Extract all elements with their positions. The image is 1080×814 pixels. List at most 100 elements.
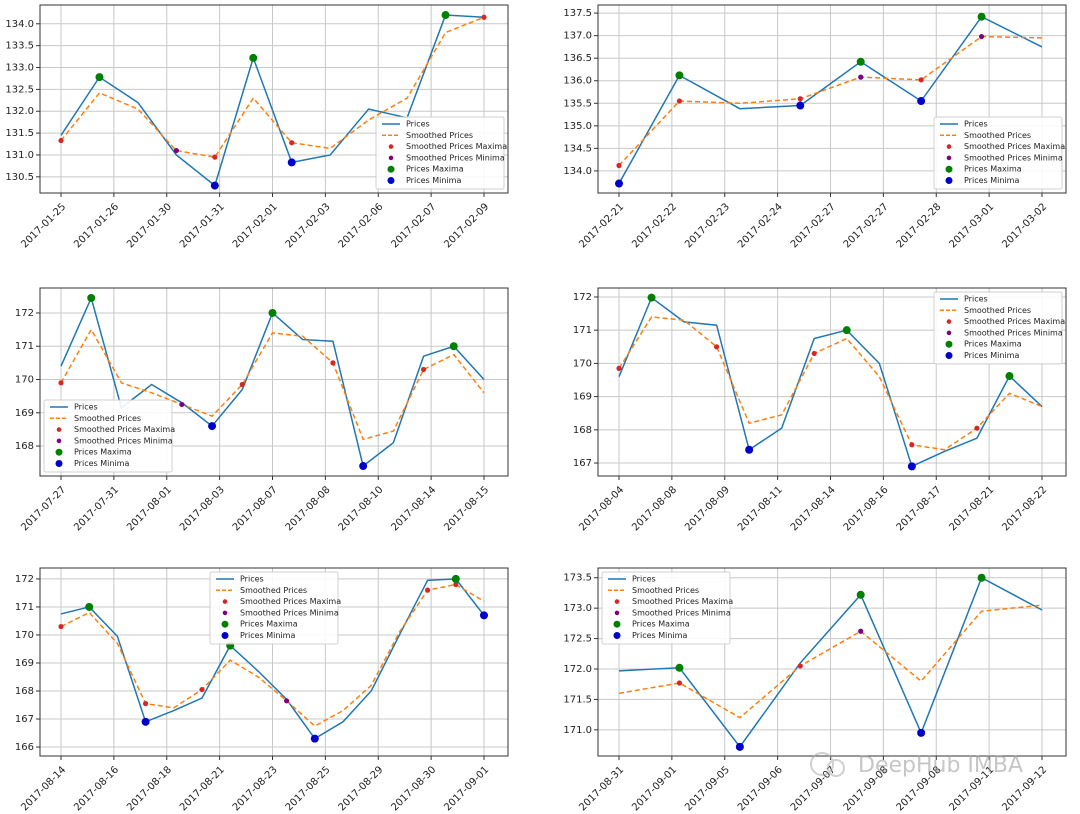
plot-frame [39,4,509,194]
x-tick-label: 2017-08-08 [630,484,679,533]
legend-box [933,116,1063,190]
legend-label: Smoothed Prices Minima [240,608,339,617]
legend-label: Prices Minima [632,631,687,640]
point-marker [449,342,458,351]
legend-label: Smoothed Prices Minima [406,153,505,162]
point-marker [714,344,720,350]
y-tick-label: 171.0 [563,725,592,736]
point-marker [330,360,336,366]
y-tick-label: 169 [15,408,34,419]
point-marker [616,162,622,169]
x-tick-label: 2017-02-27 [842,201,891,250]
legend-label: Smoothed Prices [406,131,473,140]
point-marker [907,462,916,471]
legend: Prices Smoothed Prices Smoothed Prices Max… [933,116,1065,190]
legend-label: Prices Maxima [964,340,1022,349]
legend-label: Prices Minima [964,176,1019,185]
x-tick-label: 2017-02-03 [284,201,333,250]
point-marker [676,680,683,686]
point-marker [420,366,427,373]
legend-label: Prices [74,403,98,412]
x-tick-label: 2017-08-17 [895,484,944,533]
point-marker [616,365,622,371]
point-marker [173,147,179,154]
point-marker [797,96,803,102]
point-marker [974,425,980,431]
point-marker [481,14,487,20]
legend-label: Prices [964,120,988,129]
legend: Prices Smoothed Prices Smoothed Prices Max… [375,116,507,190]
series-line [60,328,485,441]
legend-label: Smoothed Prices Maxima [632,597,733,606]
x-tick-label: 2017-09-01 [630,764,679,813]
y-tick-label: 137.0 [563,31,592,42]
x-tick-label: 2017-08-31 [577,764,626,813]
y-tick-label: 168 [573,425,592,436]
y-tick-label: 167 [15,714,34,725]
point-marker [1005,372,1014,381]
legend-label: Smoothed Prices Maxima [964,317,1065,326]
legend-label: Smoothed Prices [240,586,307,595]
point-marker [797,663,803,669]
legend-swatch [388,144,394,149]
point-marker [811,350,817,357]
point-marker [85,602,94,611]
point-marker [95,73,104,82]
legend-label: Prices Minima [406,176,461,185]
y-tick-label: 172 [573,292,592,303]
x-tick-label: 2017-02-06 [337,201,386,250]
x-tick-label: 2017-08-21 [178,764,227,813]
x-tick-label: 2017-08-29 [337,764,386,813]
legend: Prices Smoothed Prices Smoothed Prices Max… [209,571,341,645]
point-marker [909,442,915,448]
legend-label: Smoothed Prices [74,414,141,423]
point-marker [842,326,851,335]
x-tick-label: 2017-08-11 [736,484,785,533]
y-tick-label: 169 [573,392,592,403]
y-tick-label: 137.5 [563,8,592,19]
legend-swatch [946,330,952,336]
x-tick-label: 2017-08-14 [389,484,438,533]
y-tick-label: 172 [15,308,34,319]
point-marker [978,33,985,40]
y-tick-label: 133.0 [5,63,34,74]
x-tick-label: 2017-08-04 [577,484,626,533]
point-marker [425,587,431,593]
legend-box [43,399,173,473]
y-tick-label: 136.0 [563,76,592,87]
y-tick-label: 171.5 [563,694,592,705]
x-tick-label: 2017-01-30 [125,201,174,250]
legend-swatch [56,438,62,444]
x-tick-label: 2017-08-18 [125,764,174,813]
legend-swatch [56,427,62,432]
y-tick-label: 136.5 [563,53,592,64]
point-marker [676,98,683,104]
point-marker [745,445,754,454]
legend-swatch [613,620,621,628]
point-marker [615,179,623,188]
x-tick-label: 2017-08-23 [231,764,280,813]
legend-swatch [387,177,395,184]
legend-swatch [945,340,953,348]
series-line [60,583,485,727]
chart: 130.5 131.0 131.5 132.0 132.5 133.0 133.5 134.0… [5,4,509,250]
point-marker [249,53,258,62]
legend-swatch [388,155,394,161]
y-tick-label: 135.5 [563,98,592,109]
point-marker [284,698,290,704]
x-tick-label: 2017-09-05 [683,764,732,813]
y-tick-label: 168 [15,686,34,697]
x-tick-label: 2017-02-27 [789,201,838,250]
y-tick-label: 170 [15,630,34,641]
x-tick-label: 2017-08-30 [389,764,438,813]
legend-label: Smoothed Prices Maxima [406,142,507,151]
legend-label: Smoothed Prices Maxima [74,425,175,434]
y-tick-label: 169 [15,658,34,669]
x-tick-label: 2017-03-01 [947,201,996,250]
y-tick-label: 134.0 [5,19,34,30]
legend-swatch [222,610,228,616]
legend-label: Prices Minima [74,459,129,468]
point-marker [917,97,926,106]
